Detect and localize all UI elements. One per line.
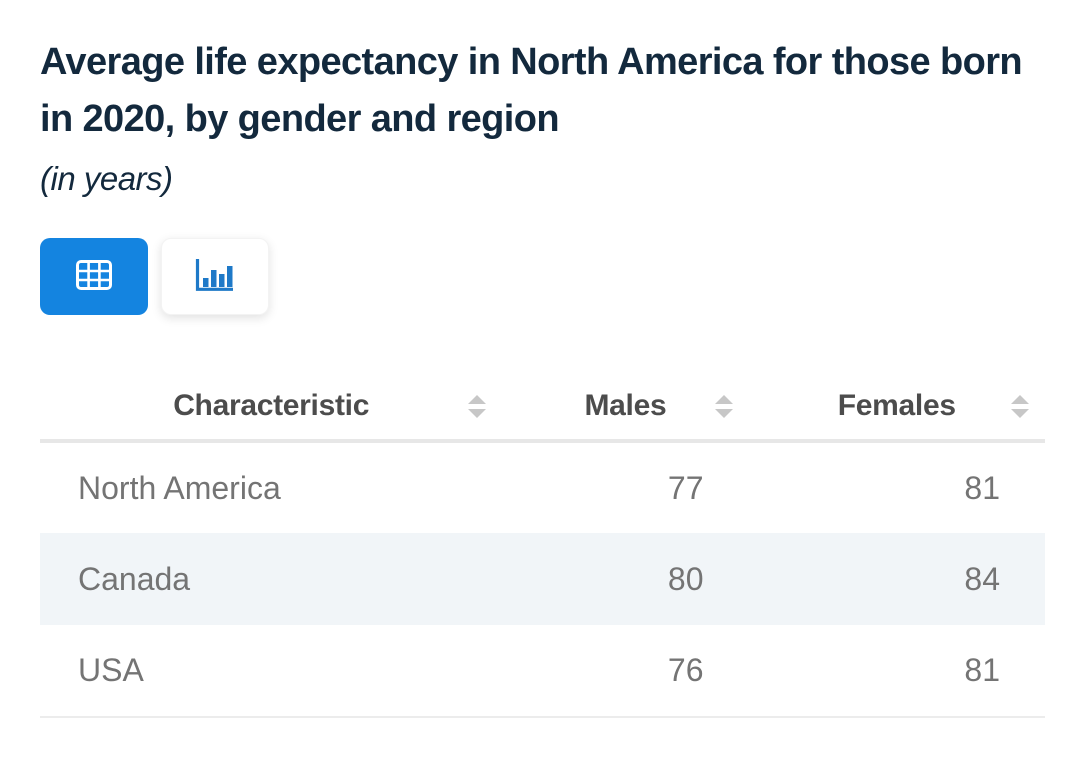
chart-view-button[interactable] bbox=[161, 238, 269, 315]
column-header-males[interactable]: Males bbox=[502, 373, 749, 443]
table-row: North America 77 81 bbox=[40, 441, 1045, 533]
row-characteristic: North America bbox=[78, 469, 281, 506]
page-subtitle: (in years) bbox=[40, 160, 173, 197]
page-title: Average life expectancy in North America… bbox=[40, 41, 1023, 140]
column-header-females[interactable]: Females bbox=[748, 373, 1045, 443]
row-characteristic: Canada bbox=[78, 560, 191, 597]
row-females-value: 81 bbox=[964, 469, 1000, 506]
row-characteristic: USA bbox=[40, 625, 503, 718]
table-grid-icon bbox=[76, 260, 112, 293]
row-males-value: 77 bbox=[667, 469, 704, 506]
statistic-widget: Average life expectancy in North America… bbox=[40, 41, 1045, 718]
column-header-label: Males bbox=[584, 389, 667, 422]
view-toggle bbox=[40, 238, 1040, 315]
table-view-button[interactable] bbox=[40, 238, 148, 315]
table-row: USA 76 81 bbox=[40, 625, 1045, 718]
row-females-value: 81 bbox=[748, 625, 1045, 718]
table-row: Canada 80 84 bbox=[40, 533, 1045, 625]
column-header-label: Characteristic bbox=[173, 389, 370, 422]
column-header-characteristic[interactable]: Characteristic bbox=[40, 373, 503, 443]
row-males-value: 76 bbox=[502, 625, 749, 718]
row-males-value: 80 bbox=[667, 560, 704, 597]
sort-arrows-icon[interactable] bbox=[714, 394, 733, 418]
table-header-row: Characteristic Males Females bbox=[40, 373, 1045, 443]
sort-arrows-icon[interactable] bbox=[468, 394, 487, 418]
life-expectancy-table: Characteristic Males Females bbox=[40, 373, 1045, 718]
column-header-label: Females bbox=[837, 389, 956, 422]
row-females-value: 84 bbox=[964, 560, 1000, 597]
bar-chart-icon bbox=[194, 257, 236, 296]
sort-arrows-icon[interactable] bbox=[1011, 394, 1029, 418]
